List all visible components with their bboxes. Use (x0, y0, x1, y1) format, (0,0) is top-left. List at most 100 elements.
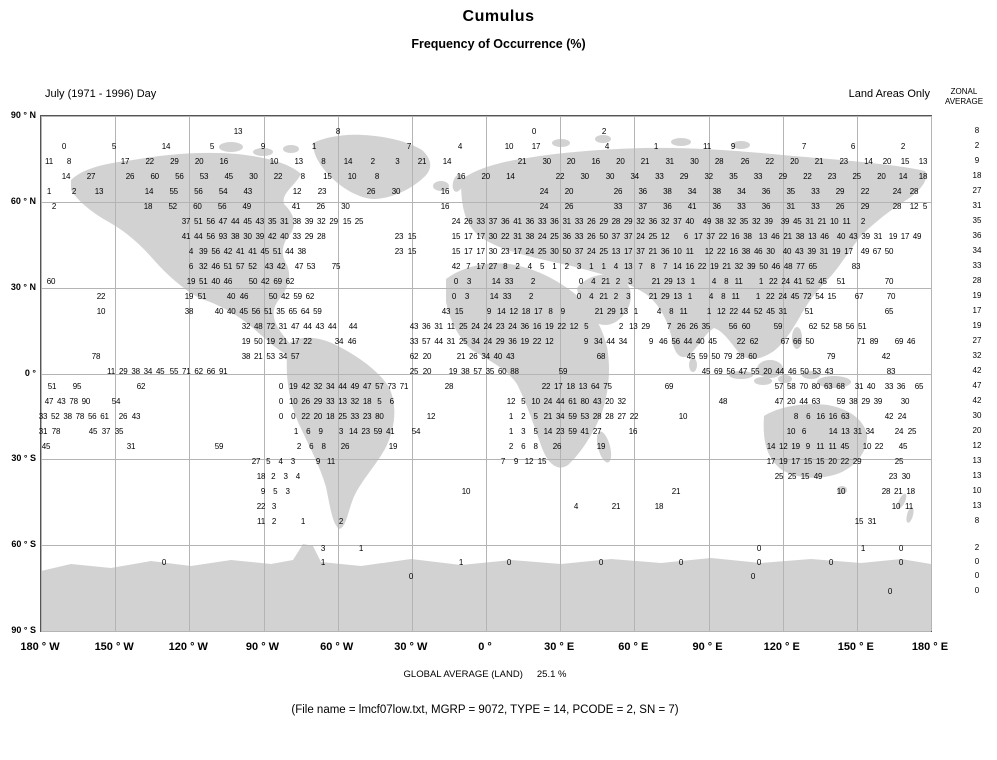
map-cell-value: 25 (458, 322, 468, 331)
arctic-island (595, 135, 611, 143)
map-cell-value: 17 (694, 232, 703, 241)
map-cell-value: 10 (678, 412, 688, 421)
map-cell-value: 18 (256, 472, 266, 481)
map-cell-value: 29 (313, 397, 323, 406)
map-cell-value: 15 (451, 232, 461, 241)
arctic-island (253, 148, 273, 156)
map-cell-value: 2 (564, 262, 569, 271)
map-cell-value: 4 (295, 472, 301, 481)
zonal-average-value: 19 (972, 321, 982, 330)
grid-line-horizontal (41, 459, 931, 461)
map-cell-value: 25 (648, 232, 658, 241)
map-cell-value: 31 (562, 217, 571, 226)
map-cell-value: 5 (521, 397, 526, 406)
arabia-landmass (577, 274, 631, 325)
map-cell-value: 19 (184, 292, 194, 301)
map-cell-value: 26 (125, 172, 135, 181)
map-cell-value: 69 (664, 382, 674, 391)
map-cell-value: 4 (711, 277, 717, 286)
map-cell-value: 42 (451, 262, 461, 271)
map-cell-value: 45 (790, 292, 800, 301)
map-cell-value: 21 (594, 307, 604, 316)
zonal-average-value: 30 (972, 411, 982, 420)
map-cell-value: 50 (884, 247, 894, 256)
map-cell-value: 4 (589, 292, 594, 301)
map-cell-value: 21 (814, 157, 824, 166)
map-cell-value: 49 (702, 217, 712, 226)
map-cell-value: 55 (750, 367, 760, 376)
map-cell-value: 14 (766, 442, 776, 451)
zonal-average-value: 0 (974, 571, 980, 580)
map-cell-value: 42 (301, 382, 310, 391)
map-cell-value: 62 (409, 352, 419, 361)
map-cell-value: 47 (738, 367, 748, 376)
map-cell-value: 71 (399, 382, 409, 391)
map-cell-value: 27 (617, 412, 626, 421)
map-cell-value: 2 (370, 157, 375, 166)
map-cell-value: 50 (759, 262, 768, 271)
map-cell-value: 41 (385, 427, 395, 436)
grid-line-horizontal (41, 631, 931, 632)
map-cell-value: 38 (525, 232, 535, 241)
map-cell-value: 44 (799, 397, 808, 406)
map-cell-value: 1 (601, 262, 606, 271)
map-cell-value: 46 (239, 292, 249, 301)
map-cell-value: 2 (508, 442, 514, 451)
map-cell-value: 39 (780, 217, 790, 226)
map-cell-value: 4 (591, 277, 596, 286)
map-cell-value: 15 (803, 457, 813, 466)
greenland-landmass (313, 134, 431, 199)
map-cell-value: 30 (901, 472, 911, 481)
map-cell-value: 22 (860, 187, 870, 196)
map-cell-value: 72 (802, 292, 812, 301)
map-cell-value: 17 (533, 307, 543, 316)
map-cell-value: 38 (292, 217, 301, 226)
map-cell-value: 22 (729, 307, 738, 316)
map-cell-value: 12 (660, 232, 670, 241)
map-cell-value: 14 (161, 142, 171, 151)
map-cell-value: 21 (456, 352, 466, 361)
map-cell-value: 15 (407, 247, 417, 256)
map-cell-value: 1 (860, 544, 866, 553)
map-cell-value: 44 (775, 367, 785, 376)
map-cell-value: 22 (273, 172, 283, 181)
map-cell-value: 65 (884, 307, 894, 316)
zonal-average-value: 17 (972, 306, 982, 315)
map-cell-value: 1 (300, 517, 306, 526)
map-cell-value: 70 (884, 277, 894, 286)
map-cell-value: 9 (513, 457, 519, 466)
map-cell-value: 7 (666, 322, 672, 331)
period-label: July (1971 - 1996) Day (45, 88, 157, 100)
map-cell-value: 31 (278, 322, 288, 331)
lon-tick-label: 0 ° (478, 641, 492, 653)
map-cell-value: 56 (217, 202, 227, 211)
map-cell-value: 34 (278, 352, 288, 361)
map-cell-value: 55 (169, 187, 178, 196)
map-cell-value: 3 (628, 277, 633, 286)
map-cell-value: 37 (623, 232, 633, 241)
map-cell-value: 8 (724, 277, 729, 286)
map-cell-value: 40 (685, 217, 694, 226)
map-cell-value: 0 (61, 142, 67, 151)
map-cell-value: 49 (242, 202, 252, 211)
map-cell-value: 71 (182, 367, 191, 376)
map-cell-value: 16 (628, 427, 638, 436)
map-cell-value: 24 (483, 322, 493, 331)
map-cell-value: 1 (508, 412, 514, 421)
map-cell-value: 95 (72, 382, 82, 391)
map-cell-value: 38 (241, 352, 251, 361)
map-cell-value: 51 (223, 262, 233, 271)
map-cell-value: 35 (485, 367, 495, 376)
map-cell-value: 2 (530, 277, 536, 286)
arctic-island (219, 142, 243, 152)
map-cell-value: 56 (726, 367, 735, 376)
map-cell-value: 0 (278, 412, 284, 421)
lat-tick-label: 30 ° N (10, 281, 36, 292)
map-cell-value: 1 (589, 262, 594, 271)
map-cell-value: 29 (607, 307, 616, 316)
global-average-line: GLOBAL AVERAGE (LAND) 25.1 % (0, 669, 970, 680)
map-cell-value: 5 (209, 142, 215, 151)
map-cell-value: 1 (552, 262, 557, 271)
map-cell-value: 23 (394, 247, 404, 256)
map-cell-value: 34 (143, 367, 153, 376)
